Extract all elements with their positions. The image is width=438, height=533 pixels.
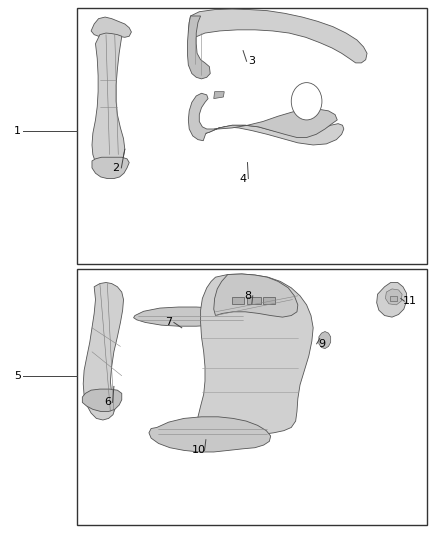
Text: 6: 6 [104,398,111,407]
Bar [77,269,427,525]
Bar [77,8,427,264]
Polygon shape [385,289,402,305]
Text: 2: 2 [113,163,120,173]
Polygon shape [91,17,131,37]
Polygon shape [92,157,129,179]
Text: 11: 11 [403,296,417,306]
Polygon shape [377,282,406,317]
Polygon shape [214,274,298,317]
Text: 1: 1 [14,126,21,135]
Polygon shape [134,307,245,326]
Polygon shape [214,92,224,99]
Text: 8: 8 [244,291,251,301]
Circle shape [291,83,322,120]
Text: 5: 5 [14,371,21,381]
Polygon shape [92,33,125,173]
Polygon shape [247,297,261,304]
Polygon shape [319,332,331,349]
Polygon shape [187,16,210,79]
Polygon shape [390,296,397,301]
Polygon shape [263,297,275,304]
Polygon shape [232,297,244,304]
Polygon shape [206,124,344,145]
Text: 7: 7 [165,318,172,327]
Text: 9: 9 [318,339,325,349]
Text: 3: 3 [248,56,255,66]
Polygon shape [188,93,337,141]
Polygon shape [82,389,122,411]
Text: 10: 10 [192,446,206,455]
Polygon shape [83,282,124,420]
Polygon shape [198,274,313,438]
Polygon shape [149,417,271,452]
Text: 4: 4 [240,174,247,183]
Polygon shape [188,9,367,63]
